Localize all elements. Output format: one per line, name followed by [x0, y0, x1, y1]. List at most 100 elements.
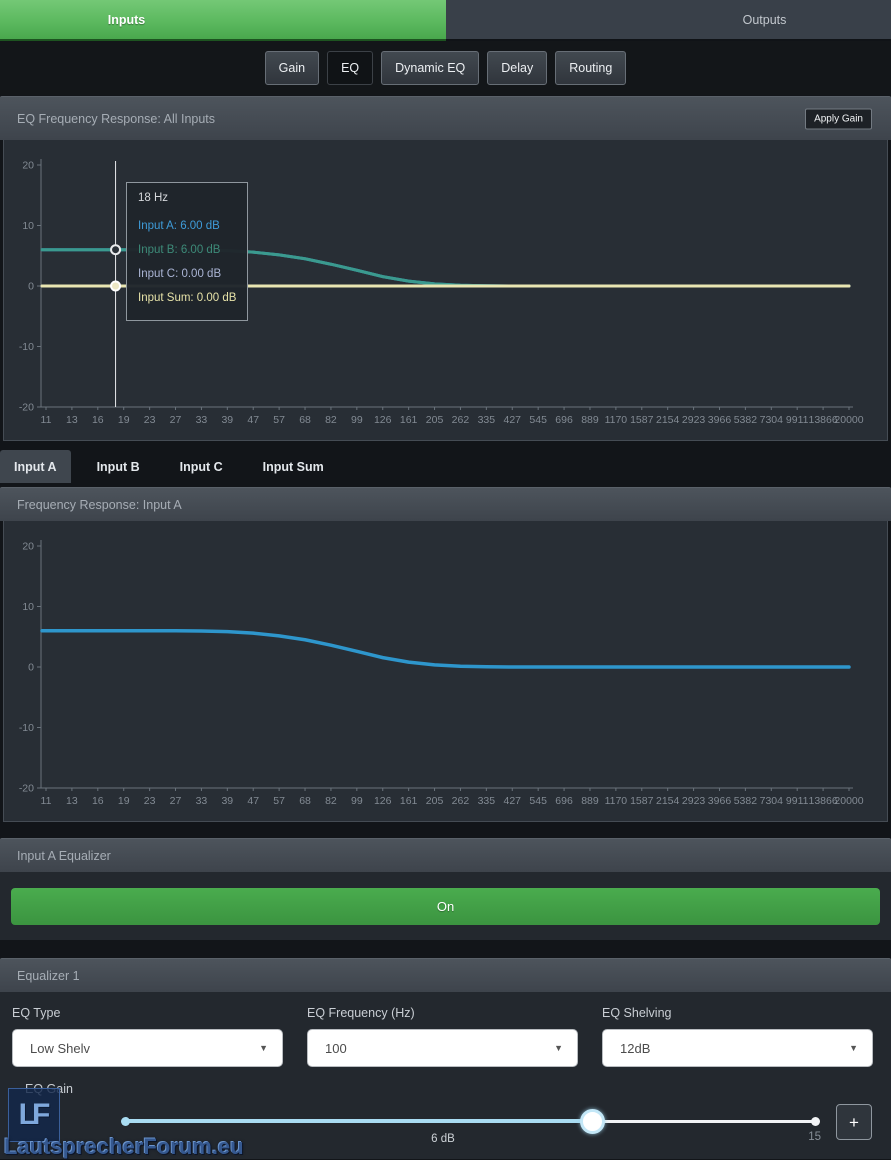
subnav-gain-button[interactable]: Gain	[265, 51, 319, 85]
tab-input-sum[interactable]: Input Sum	[249, 450, 338, 483]
svg-text:0: 0	[28, 662, 34, 674]
svg-text:20: 20	[22, 541, 34, 553]
svg-text:9911: 9911	[786, 795, 809, 807]
subnav-bar: Gain EQ Dynamic EQ Delay Routing	[0, 41, 891, 95]
svg-text:205: 205	[426, 414, 444, 426]
svg-text:10: 10	[22, 601, 34, 613]
panel-header-all-inputs: EQ Frequency Response: All Inputs Apply …	[0, 96, 891, 140]
svg-text:1170: 1170	[605, 414, 628, 426]
svg-text:3966: 3966	[708, 414, 732, 426]
svg-text:33: 33	[196, 414, 208, 426]
slider-max-dot	[811, 1117, 820, 1126]
panel-header-equalizer-1: Equalizer 1	[0, 958, 891, 992]
svg-text:262: 262	[452, 414, 470, 426]
svg-text:20000: 20000	[834, 414, 863, 426]
svg-text:39: 39	[221, 795, 233, 807]
svg-text:1170: 1170	[605, 795, 628, 807]
svg-text:57: 57	[273, 795, 285, 807]
svg-text:47: 47	[247, 414, 259, 426]
svg-text:5382: 5382	[734, 795, 758, 807]
tab-outputs[interactable]: Outputs	[446, 0, 891, 41]
svg-text:5382: 5382	[734, 414, 758, 426]
svg-text:20: 20	[22, 160, 34, 172]
svg-text:161: 161	[400, 795, 418, 807]
svg-text:7304: 7304	[760, 795, 784, 807]
svg-text:2154: 2154	[656, 795, 680, 807]
svg-text:27: 27	[170, 414, 182, 426]
eq-gain-value: 6 dB	[413, 1133, 473, 1145]
panel-header-input-a-equalizer: Input A Equalizer	[0, 838, 891, 872]
svg-text:545: 545	[529, 414, 547, 426]
svg-text:19: 19	[118, 795, 130, 807]
svg-text:20000: 20000	[834, 795, 863, 807]
svg-text:696: 696	[555, 795, 573, 807]
eq-gain-slider-thumb[interactable]	[580, 1109, 605, 1134]
svg-text:262: 262	[452, 795, 470, 807]
svg-text:335: 335	[478, 414, 496, 426]
svg-text:335: 335	[478, 795, 496, 807]
svg-text:10: 10	[22, 220, 34, 232]
tooltip-row: Input C: 0.00 dB	[138, 262, 236, 286]
eq-gain-max-label: 15	[793, 1131, 821, 1143]
svg-text:696: 696	[555, 414, 573, 426]
panel-title-input-a-equalizer: Input A Equalizer	[17, 849, 111, 863]
apply-gain-button[interactable]: Apply Gain	[805, 108, 872, 129]
svg-text:13: 13	[66, 414, 78, 426]
add-equalizer-button[interactable]: +	[836, 1104, 872, 1140]
svg-text:427: 427	[503, 414, 521, 426]
panel-title-all-inputs: EQ Frequency Response: All Inputs	[17, 112, 215, 126]
panel-title-input-a: Frequency Response: Input A	[17, 498, 182, 512]
subnav-delay-button[interactable]: Delay	[487, 51, 547, 85]
svg-text:1587: 1587	[630, 795, 654, 807]
svg-text:39: 39	[221, 414, 233, 426]
tooltip-header: 18 Hz	[138, 192, 236, 204]
svg-text:16: 16	[92, 795, 104, 807]
svg-text:7304: 7304	[760, 414, 784, 426]
svg-text:11: 11	[41, 414, 52, 426]
subnav-routing-button[interactable]: Routing	[555, 51, 626, 85]
svg-text:23: 23	[144, 795, 156, 807]
tab-input-a[interactable]: Input A	[0, 450, 71, 483]
slider-track-filled[interactable]	[125, 1119, 592, 1123]
svg-text:11: 11	[41, 795, 52, 807]
tooltip-row: Input A: 6.00 dB	[138, 214, 236, 238]
svg-text:889: 889	[581, 414, 599, 426]
svg-text:47: 47	[247, 795, 259, 807]
svg-text:427: 427	[503, 795, 521, 807]
top-tab-bar: Inputs Outputs	[0, 0, 891, 41]
tooltip-row: Input Sum: 0.00 dB	[138, 286, 236, 310]
tab-inputs-label: Inputs	[0, 13, 253, 27]
svg-text:161: 161	[400, 414, 418, 426]
svg-text:126: 126	[374, 795, 392, 807]
input-tab-bar: Input A Input B Input C Input Sum	[0, 450, 891, 483]
slider-track-empty[interactable]	[592, 1120, 815, 1123]
svg-text:-10: -10	[19, 722, 34, 734]
svg-text:16: 16	[92, 414, 104, 426]
svg-text:2923: 2923	[682, 414, 706, 426]
subnav-dynamic-eq-button[interactable]: Dynamic EQ	[381, 51, 479, 85]
svg-text:82: 82	[325, 414, 337, 426]
svg-text:3966: 3966	[708, 795, 732, 807]
tooltip-row: Input B: 6.00 dB	[138, 238, 236, 262]
svg-text:0: 0	[28, 281, 34, 293]
svg-text:9911: 9911	[786, 414, 809, 426]
svg-text:57: 57	[273, 414, 285, 426]
svg-text:1587: 1587	[630, 414, 654, 426]
equalizer-on-toggle[interactable]: On	[11, 888, 880, 925]
tab-input-b[interactable]: Input B	[83, 450, 154, 483]
subnav-eq-button[interactable]: EQ	[327, 51, 373, 85]
watermark-text: LautsprecherForum.eu	[4, 1134, 244, 1160]
svg-text:82: 82	[325, 795, 337, 807]
tab-input-c[interactable]: Input C	[166, 450, 237, 483]
tab-inputs[interactable]: Inputs	[0, 0, 446, 41]
slider-min-dot	[121, 1117, 130, 1126]
svg-text:-10: -10	[19, 341, 34, 353]
panel-title-equalizer-1: Equalizer 1	[17, 969, 80, 983]
svg-text:-20: -20	[19, 783, 34, 795]
svg-text:23: 23	[144, 414, 156, 426]
